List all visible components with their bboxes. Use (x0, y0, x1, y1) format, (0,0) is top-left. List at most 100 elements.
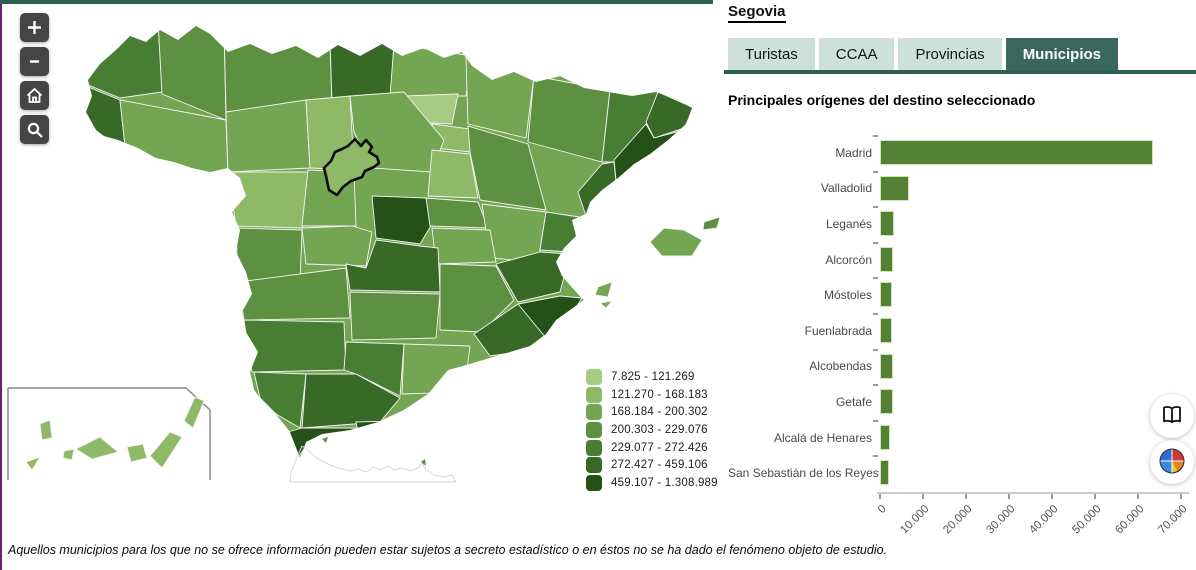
bar-label: Madrid (835, 145, 872, 160)
bar-row: Fuenlabrada (728, 312, 1190, 349)
tab-turistas[interactable]: Turistas (728, 38, 815, 71)
bar-valladolid[interactable] (880, 175, 909, 201)
bar-madrid[interactable] (880, 140, 1154, 165)
chart-title: Principales orígenes del destino selecci… (728, 92, 1036, 108)
x-tick (1051, 494, 1053, 499)
legend-label: 272.427 - 459.106 (611, 459, 708, 472)
bar-fuenlabrada[interactable] (880, 317, 893, 343)
legend-item: 168.184 - 200.302 (586, 403, 718, 421)
x-tick (1008, 494, 1010, 499)
x-tick (1137, 494, 1139, 499)
selected-destination-title: Segovia (728, 3, 786, 23)
statistical-secret-footnote: Aquellos municipios para los que no se o… (8, 543, 888, 557)
x-tick-label: 40.000 (1027, 503, 1061, 537)
bar-row: San Sebastián de los Reyes (728, 455, 1190, 491)
zoom-in-button[interactable] (20, 13, 49, 42)
language-widget-button[interactable] (1150, 440, 1194, 484)
x-tick (922, 494, 924, 499)
y-band-tick (873, 206, 878, 209)
bar-san-sebastián-de-los-reyes[interactable] (880, 460, 890, 486)
bar-móstoles[interactable] (880, 282, 893, 308)
bar-track (873, 455, 1181, 491)
map-controls (20, 13, 49, 144)
bar-getafe[interactable] (880, 389, 894, 415)
legend-item: 7.825 - 121.269 (586, 368, 718, 386)
y-band-tick (873, 170, 878, 173)
legend-label: 121.270 - 168.183 (611, 388, 708, 401)
legend-label: 168.184 - 200.302 (611, 406, 708, 419)
bar-track (873, 135, 1181, 171)
x-tick (1180, 494, 1182, 499)
bar-alcobendas[interactable] (880, 353, 893, 379)
zoom-box-button[interactable] (20, 115, 49, 144)
morocco-outline (289, 437, 457, 483)
x-tick (965, 494, 967, 499)
bar-row: Leganés (728, 206, 1190, 242)
legend-item: 459.107 - 1.308.989 (586, 474, 718, 492)
bar-track (873, 206, 1181, 242)
bar-row: Alcobendas (728, 348, 1190, 385)
x-tick-label: 60.000 (1113, 503, 1147, 537)
tab-provincias[interactable]: Provincias (898, 38, 1002, 71)
balearic-islands[interactable] (594, 216, 721, 309)
legend-label: 200.303 - 229.076 (611, 423, 708, 436)
bar-track (873, 384, 1181, 420)
bar-label: San Sebastián de los Reyes (728, 466, 879, 481)
y-band-tick (873, 384, 878, 387)
tab-municipios[interactable]: Municipios (1005, 38, 1119, 71)
reader-widget-button[interactable] (1150, 394, 1194, 438)
canary-islands[interactable] (25, 396, 205, 471)
bar-track (873, 241, 1181, 278)
bar-row: Getafe (728, 384, 1190, 420)
tab-underline (724, 70, 1196, 74)
x-tick-label: 70.000 (1156, 503, 1190, 537)
legend-swatch (586, 439, 602, 456)
bar-track (873, 277, 1181, 313)
y-band-tick (873, 277, 878, 280)
left-edge-accent (0, 0, 2, 570)
legend-swatch (586, 457, 602, 474)
bar-track (873, 312, 1181, 349)
bar-row: Móstoles (728, 277, 1190, 313)
legend-item: 200.303 - 229.076 (586, 421, 718, 439)
open-book-icon (1160, 403, 1184, 430)
legend-swatch (586, 368, 602, 385)
selected-province-segovia[interactable] (322, 137, 381, 197)
y-band-tick (873, 348, 878, 351)
spain-choropleth-map[interactable] (0, 0, 734, 520)
top-accent-bar (0, 0, 713, 4)
bar-label: Alcorcón (825, 252, 872, 267)
x-axis-line (877, 492, 1189, 494)
legend-label: 459.107 - 1.308.989 (611, 476, 718, 489)
zoom-out-button[interactable] (20, 47, 49, 76)
y-band-tick (873, 419, 878, 422)
canary-inset (7, 387, 211, 480)
legend-swatch (586, 386, 602, 403)
tab-ccaa[interactable]: CCAA (818, 38, 895, 71)
y-band-tick (873, 135, 878, 137)
bar-leganés[interactable] (880, 211, 895, 237)
x-tick-label: 0 (875, 503, 889, 517)
x-tick (879, 494, 881, 499)
color-globe-icon (1158, 447, 1186, 478)
bar-row: Valladolid (728, 170, 1190, 207)
y-band-tick (873, 312, 878, 315)
bar-label: Valladolid (820, 181, 872, 196)
legend-item: 272.427 - 459.106 (586, 456, 718, 474)
bar-label: Alcalá de Henares (773, 430, 872, 445)
y-band-tick (873, 455, 878, 458)
bar-label: Leganés (825, 216, 872, 231)
bar-alcorcón[interactable] (880, 246, 894, 272)
legend-swatch (586, 474, 602, 491)
map-legend: 7.825 - 121.269 121.270 - 168.183 168.184 … (586, 368, 718, 492)
bar-alcalá-de-henares[interactable] (880, 424, 890, 450)
legend-label: 229.077 - 272.426 (611, 441, 708, 454)
origins-bar-chart: Madrid Valladolid Leganés Alcorcón Móstoles F… (728, 135, 1190, 491)
bar-label: Getafe (835, 394, 872, 409)
home-button[interactable] (20, 81, 49, 110)
panel-tabs: Turistas CCAA Provincias Municipios (728, 38, 1119, 71)
bar-track (873, 419, 1181, 456)
legend-swatch (586, 421, 602, 438)
x-tick-label: 10.000 (898, 503, 932, 537)
